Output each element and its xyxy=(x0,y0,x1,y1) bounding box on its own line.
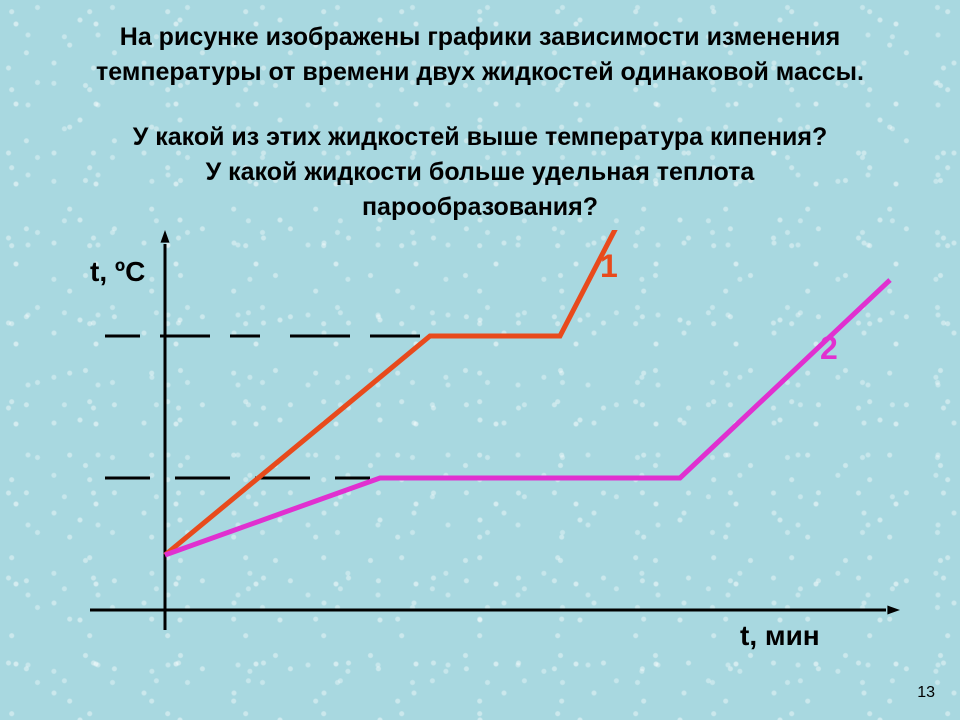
question-block: У какой из этих жидкостей выше температу… xyxy=(30,120,930,225)
question-line-3: парообразования? xyxy=(30,190,930,225)
series-1-label: 1 xyxy=(600,248,618,285)
series-2-label: 2 xyxy=(820,330,838,367)
question-line-1: У какой из этих жидкостей выше температу… xyxy=(30,120,930,155)
title-line-1: На рисунке изображены графики зависимост… xyxy=(30,20,930,55)
title-line-2: температуры от времени двух жидкостей од… xyxy=(30,55,930,90)
title-block: На рисунке изображены графики зависимост… xyxy=(30,20,930,90)
x-axis-label: t, мин xyxy=(740,620,820,652)
slide-content: На рисунке изображены графики зависимост… xyxy=(0,0,960,720)
question-line-2: У какой жидкости больше удельная теплота xyxy=(30,155,930,190)
page-number: 13 xyxy=(917,684,935,702)
chart-container: t, ºС t, мин 1 2 xyxy=(60,230,910,660)
chart-svg xyxy=(60,230,910,660)
y-axis-label: t, ºС xyxy=(90,256,145,288)
